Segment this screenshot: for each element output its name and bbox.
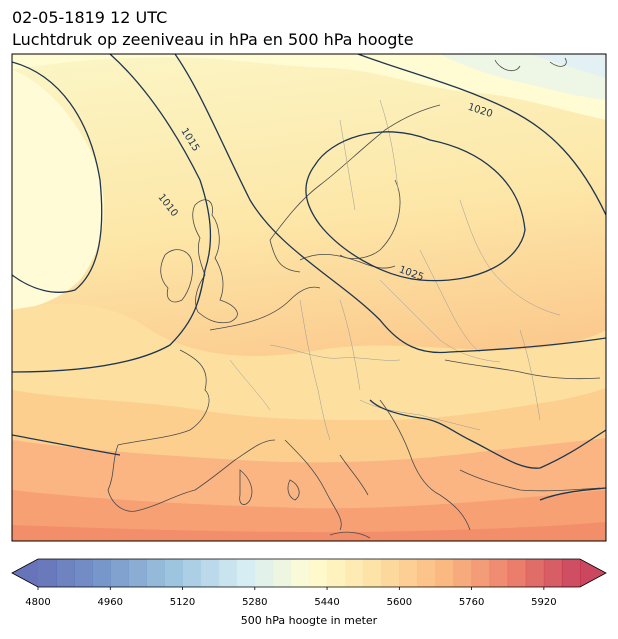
colorbar-extend-max [580,559,606,587]
colorbar-bin [489,559,509,587]
isobars [12,54,606,501]
isobar-1015-south [12,399,606,469]
colorbar-bin [164,559,184,587]
colorbar-bin [56,559,75,587]
colorbar-tick-label: 4800 [25,597,51,608]
colorbar-bin [146,559,165,587]
colorbar-bin [381,559,400,587]
isobar-1010-west [12,61,103,293]
isobar-1020-northeast [357,54,606,216]
isobar-1020-main [174,54,606,354]
isobar-1010-southeast [539,487,606,501]
colorbar-bin [363,559,382,587]
colorbar-tick-label: 5120 [169,597,196,608]
colorbar-tick-label: 4960 [97,597,123,608]
colorbar-bin [236,559,256,587]
colorbar-bin [74,559,93,587]
colorbar-bin [327,559,346,587]
colorbar-tick-label: 5440 [314,597,340,608]
colorbar-bin [345,559,364,587]
colorbar-tick-label: 5600 [386,597,413,608]
colorbar-bin [399,559,418,587]
colorbar-tick-label: 5920 [531,597,557,608]
colorbar-bin [38,559,57,587]
isobar-1015-west [12,54,212,373]
colorbar-bin [453,559,473,587]
colorbar-bin [254,559,274,587]
colorbar-bin [309,559,328,587]
map-datetime: 02-05-1819 12 UTC [12,8,168,27]
colorbar-bin [272,559,292,587]
colorbar-bin [182,559,202,587]
isobar-1025-high [305,131,526,282]
colorbar-bin [218,559,238,587]
colorbar-tick-label: 5280 [242,597,268,608]
colorbar-bin [435,559,455,587]
colorbar-label: 500 hPa hoogte in meter [240,614,378,627]
colorbar-bin [417,559,436,587]
coastlines [107,57,601,539]
colorbar-bin [110,559,129,587]
colorbar-extend-min [12,559,38,587]
colorbar-tick-label: 5760 [458,597,485,608]
map-frame [11,53,607,542]
colorbar-bin [543,559,563,587]
colorbar-bin [92,559,111,587]
map-title: Luchtdruk op zeeniveau in hPa en 500 hPa… [12,30,414,49]
map-panel: 1015 1010 1020 1025 [12,54,606,541]
colorbar-bin [471,559,491,587]
colorbar-bin [507,559,527,587]
colorbar-bin [561,559,581,587]
colorbar-bin [525,559,545,587]
colorbar-bin [128,559,147,587]
colorbar-bin [290,559,310,587]
country-borders [229,99,561,441]
colorbar-bin [200,559,220,587]
colorbar [11,558,607,590]
